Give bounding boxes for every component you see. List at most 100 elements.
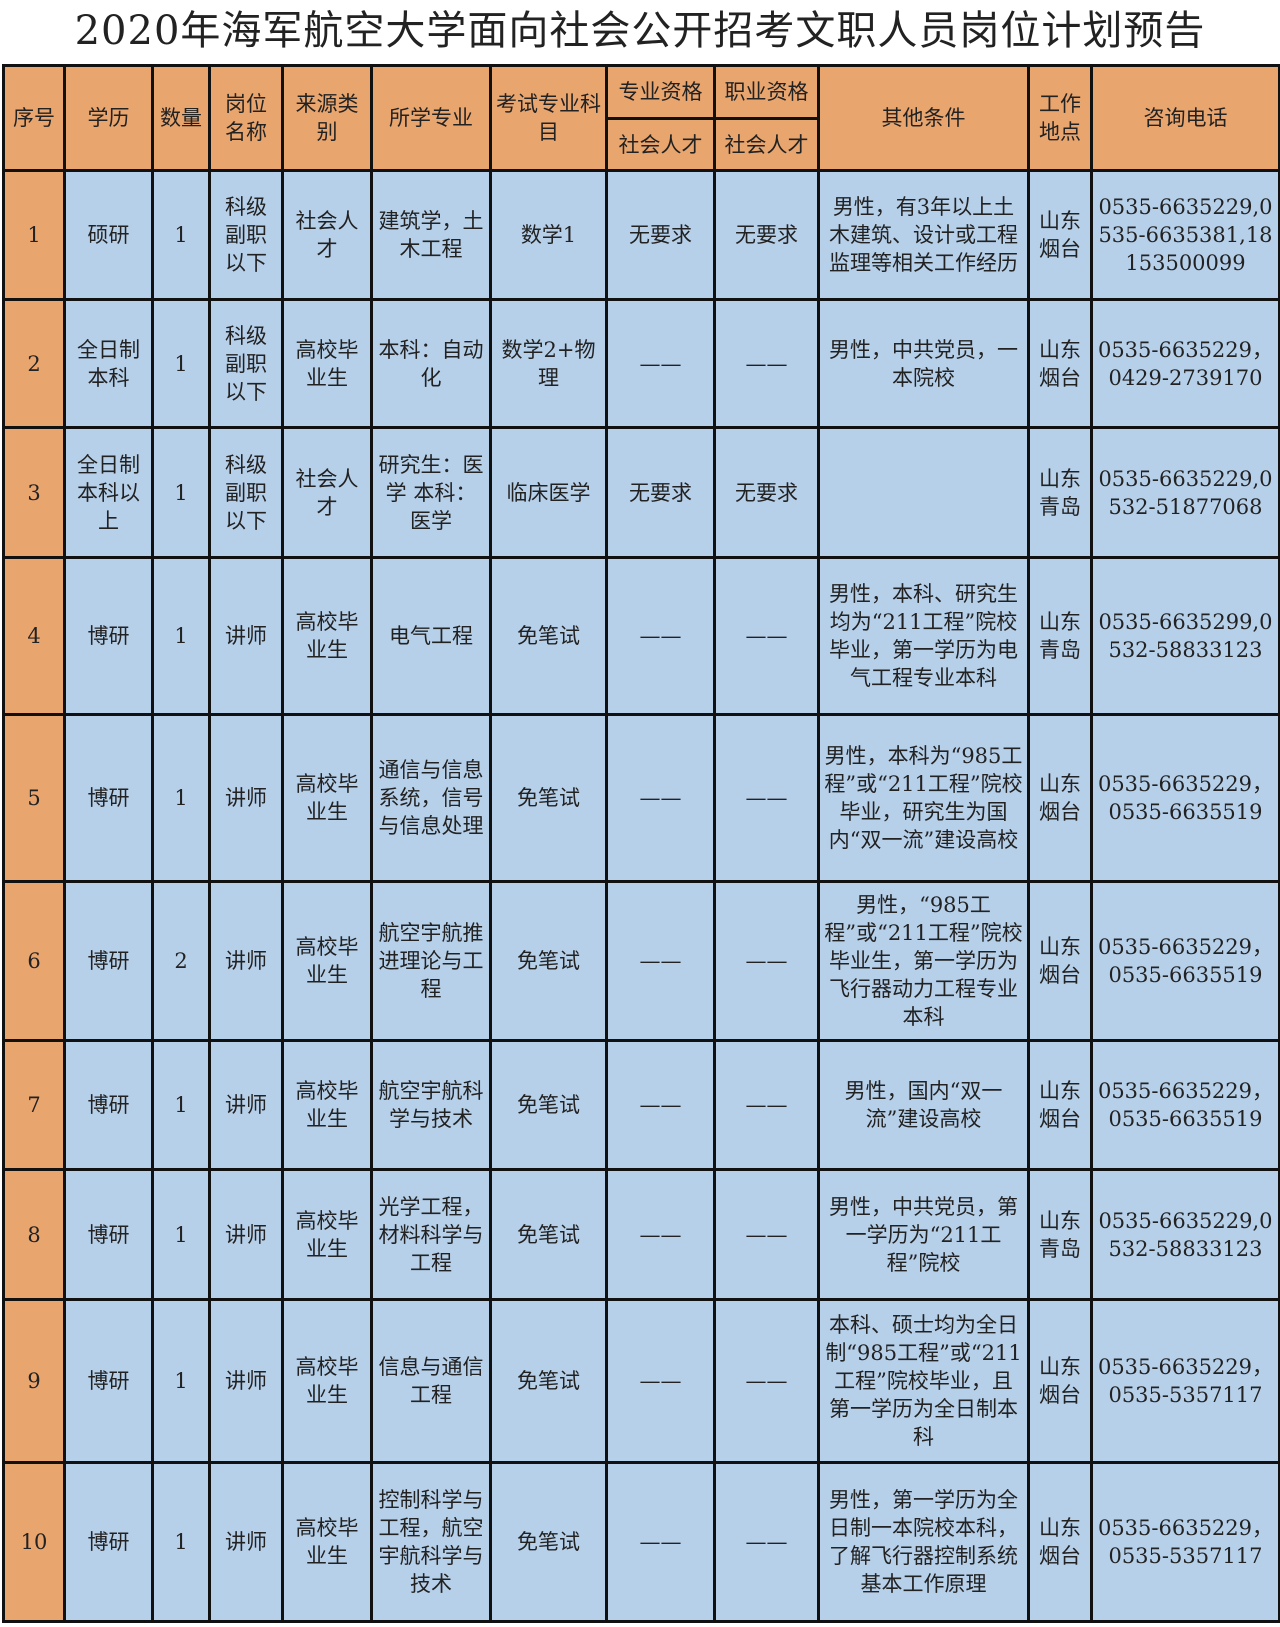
- cell-phone: 0535-6635299,0532-58833123: [1090, 556, 1280, 716]
- cell-exam: 数学2+物理: [489, 298, 608, 429]
- cell-education: 博研: [63, 713, 154, 883]
- table-row: 7 博研 1 讲师 高校毕业生 航空宇航科学与技术 免笔试 —— —— 男性，国内“双一流”建设高…: [2, 1039, 1280, 1171]
- cell-position: 科级副职以下: [208, 169, 284, 301]
- cell-major: 航空宇航科学与技术: [370, 1039, 492, 1171]
- recruitment-table: 序号 学历 数量 岗位名称 来源类别 所学专业 考试专业科 目 专业资格 职业资…: [2, 64, 1280, 1623]
- header-phone: 咨询电话: [1090, 64, 1280, 172]
- cell-phone: 0535-6635229,0535-6635381,18153500099: [1090, 169, 1280, 301]
- cell-quantity: 1: [151, 169, 211, 301]
- cell-other: 男性，有3年以上土木建筑、设计或工程监理等相关工作经历: [817, 169, 1030, 301]
- cell-education: 博研: [63, 1168, 154, 1301]
- table-row: 4 博研 1 讲师 高校毕业生 电气工程 免笔试 —— —— 男性，本科、研究生均为“211工程”…: [2, 556, 1280, 716]
- cell-other: 男性，中共党员，一本院校: [817, 298, 1030, 429]
- cell-position: 讲师: [208, 713, 284, 883]
- cell-education: 博研: [63, 1039, 154, 1171]
- header-education: 学历: [63, 64, 154, 172]
- cell-education: 博研: [63, 880, 154, 1042]
- cell-position: 讲师: [208, 1298, 284, 1464]
- cell-other: 男性，本科、研究生均为“211工程”院校毕业，第一学历为电气工程专业本科: [817, 556, 1030, 716]
- cell-voc-qual: 无要求: [713, 426, 820, 559]
- cell-exam: 免笔试: [489, 880, 608, 1042]
- cell-index: 8: [2, 1168, 66, 1301]
- cell-prof-qual: ——: [605, 880, 716, 1042]
- cell-quantity: 1: [151, 298, 211, 429]
- page-title: 2020年海军航空大学面向社会公开招考文职人员岗位计划预告: [74, 8, 1206, 54]
- cell-quantity: 1: [151, 1298, 211, 1464]
- header-prof-qual-sub: 社会人才: [605, 117, 716, 172]
- cell-index: 10: [2, 1461, 66, 1623]
- cell-education: 硕研: [63, 169, 154, 301]
- cell-position: 讲师: [208, 1168, 284, 1301]
- header-source: 来源类别: [281, 64, 373, 172]
- cell-source: 社会人才: [281, 169, 373, 301]
- cell-index: 6: [2, 880, 66, 1042]
- header-voc-qual: 职业资格: [713, 64, 820, 120]
- cell-voc-qual: ——: [713, 556, 820, 716]
- cell-quantity: 2: [151, 880, 211, 1042]
- cell-major: 研究生：医学 本科：医学: [370, 426, 492, 559]
- cell-major: 控制科学与工程，航空宇航科学与技术: [370, 1461, 492, 1623]
- cell-location: 山东青岛: [1027, 426, 1093, 559]
- cell-phone: 0535-6635229，0535-5357117: [1090, 1461, 1280, 1623]
- cell-quantity: 1: [151, 1039, 211, 1171]
- cell-position: 科级副职以下: [208, 298, 284, 429]
- cell-voc-qual: ——: [713, 713, 820, 883]
- cell-voc-qual: 无要求: [713, 169, 820, 301]
- cell-location: 山东烟台: [1027, 169, 1093, 301]
- cell-other: 男性，中共党员，第一学历为“211工程”院校: [817, 1168, 1030, 1301]
- cell-index: 2: [2, 298, 66, 429]
- header-voc-qual-sub: 社会人才: [713, 117, 820, 172]
- cell-index: 7: [2, 1039, 66, 1171]
- cell-exam: 免笔试: [489, 1039, 608, 1171]
- table-row: 2 全日制本科 1 科级副职以下 高校毕业生 本科：自动化 数学2+物理 —— —— 男性，中共党…: [2, 298, 1280, 429]
- cell-phone: 0535-6635229，0535-6635519: [1090, 1039, 1280, 1171]
- cell-prof-qual: ——: [605, 713, 716, 883]
- cell-position: 科级副职以下: [208, 426, 284, 559]
- cell-voc-qual: ——: [713, 1039, 820, 1171]
- cell-index: 3: [2, 426, 66, 559]
- header-other: 其他条件: [817, 64, 1030, 172]
- cell-source: 高校毕业生: [281, 1039, 373, 1171]
- cell-other: [817, 426, 1030, 559]
- cell-source: 高校毕业生: [281, 298, 373, 429]
- cell-index: 5: [2, 713, 66, 883]
- cell-index: 1: [2, 169, 66, 301]
- cell-voc-qual: ——: [713, 1298, 820, 1464]
- table-row: 6 博研 2 讲师 高校毕业生 航空宇航推进理论与工程 免笔试 —— —— 男性，“985工程”或…: [2, 880, 1280, 1042]
- cell-voc-qual: ——: [713, 1461, 820, 1623]
- cell-source: 社会人才: [281, 426, 373, 559]
- cell-quantity: 1: [151, 426, 211, 559]
- cell-voc-qual: ——: [713, 298, 820, 429]
- cell-location: 山东烟台: [1027, 713, 1093, 883]
- table-row: 9 博研 1 讲师 高校毕业生 信息与通信工程 免笔试 —— —— 本科、硕士均为全日制“985工…: [2, 1298, 1280, 1464]
- cell-exam: 免笔试: [489, 1461, 608, 1623]
- cell-education: 博研: [63, 1461, 154, 1623]
- cell-quantity: 1: [151, 1461, 211, 1623]
- table-row: 3 全日制本科以上 1 科级副职以下 社会人才 研究生：医学 本科：医学 临床医学 无要求 无要…: [2, 426, 1280, 559]
- cell-other: 本科、硕士均为全日制“985工程”或“211工程”院校毕业，且第一学历为全日制本…: [817, 1298, 1030, 1464]
- cell-exam: 数学1: [489, 169, 608, 301]
- cell-source: 高校毕业生: [281, 1168, 373, 1301]
- header-location: 工作地点: [1027, 64, 1093, 172]
- cell-quantity: 1: [151, 713, 211, 883]
- cell-prof-qual: 无要求: [605, 426, 716, 559]
- header-position: 岗位名称: [208, 64, 284, 172]
- cell-position: 讲师: [208, 880, 284, 1042]
- cell-quantity: 1: [151, 1168, 211, 1301]
- cell-prof-qual: 无要求: [605, 169, 716, 301]
- cell-source: 高校毕业生: [281, 713, 373, 883]
- cell-phone: 0535-6635229,0532-58833123: [1090, 1168, 1280, 1301]
- cell-source: 高校毕业生: [281, 556, 373, 716]
- table-row: 5 博研 1 讲师 高校毕业生 通信与信息系统，信号与信息处理 免笔试 —— —— 男性，本科为“…: [2, 713, 1280, 883]
- cell-major: 通信与信息系统，信号与信息处理: [370, 713, 492, 883]
- cell-major: 光学工程，材料科学与工程: [370, 1168, 492, 1301]
- cell-prof-qual: ——: [605, 298, 716, 429]
- cell-prof-qual: ——: [605, 1298, 716, 1464]
- cell-prof-qual: ——: [605, 1168, 716, 1301]
- cell-major: 航空宇航推进理论与工程: [370, 880, 492, 1042]
- cell-location: 山东烟台: [1027, 880, 1093, 1042]
- cell-location: 山东烟台: [1027, 298, 1093, 429]
- cell-phone: 0535-6635229，0429-2739170: [1090, 298, 1280, 429]
- cell-education: 全日制本科以上: [63, 426, 154, 559]
- cell-exam: 免笔试: [489, 1298, 608, 1464]
